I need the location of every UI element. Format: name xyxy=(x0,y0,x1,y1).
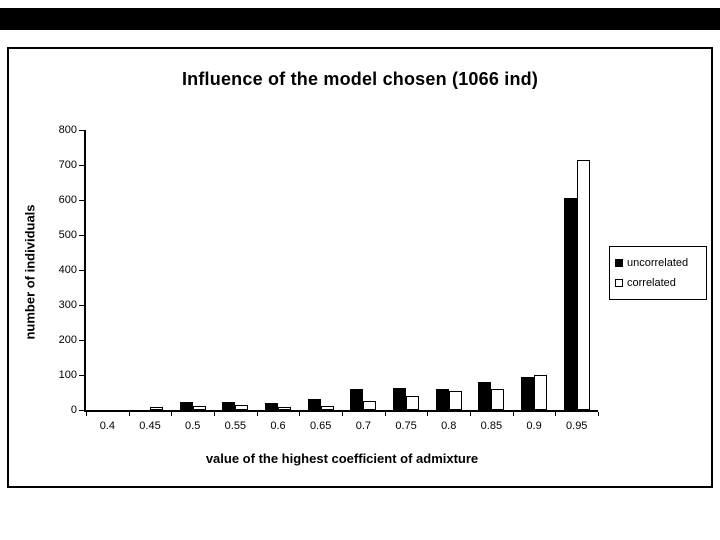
bar-correlated xyxy=(320,406,334,410)
x-tick-labels: 0.4 0.45 0.5 0.55 0.6 0.65 0.7 0.75 0.8 0.85 0.9 0.… xyxy=(86,420,598,432)
bar-uncorrelated xyxy=(393,388,407,410)
bar-uncorrelated xyxy=(179,402,193,410)
y-tick-mark xyxy=(79,304,84,306)
y-axis-title: number of individuals xyxy=(22,204,38,340)
y-tick-mark xyxy=(79,374,84,376)
x-tick-label: 0.7 xyxy=(355,420,372,432)
legend-item-uncorrelated: uncorrelated xyxy=(615,253,701,273)
x-axis-title: value of the highest coefficient of admi… xyxy=(205,451,479,466)
bar-correlated xyxy=(235,405,249,410)
plot-area xyxy=(84,130,598,412)
y-tick-label: 100 xyxy=(58,368,77,381)
bar-group xyxy=(86,130,129,410)
x-tick-mark xyxy=(385,412,386,416)
y-tick-label: 500 xyxy=(58,228,77,241)
legend-label-correlated: correlated xyxy=(627,277,676,289)
bar-group xyxy=(129,130,172,410)
bar-group xyxy=(342,130,385,410)
legend: uncorrelated correlated xyxy=(609,246,707,300)
bar-correlated xyxy=(576,160,590,410)
bar-correlated xyxy=(278,407,292,410)
y-tick-mark xyxy=(79,129,84,131)
x-tick-mark xyxy=(342,412,343,416)
y-tick-mark xyxy=(79,234,84,236)
y-tick-mark xyxy=(79,409,84,411)
bar-uncorrelated xyxy=(350,389,364,410)
bar-group xyxy=(171,130,214,410)
x-tick-mark xyxy=(214,412,215,416)
chart-frame: Influence of the model chosen (1066 ind)… xyxy=(7,47,713,488)
x-tick-label: 0.85 xyxy=(480,420,503,432)
y-tick-label: 400 xyxy=(58,263,77,276)
bar-group xyxy=(385,130,428,410)
y-tick-mark xyxy=(79,199,84,201)
x-tick-label: 0.4 xyxy=(99,420,115,432)
y-tick-mark xyxy=(79,339,84,341)
x-tick-mark xyxy=(513,412,514,416)
x-tick-label: 0.9 xyxy=(526,420,542,432)
bar-uncorrelated xyxy=(478,382,492,410)
legend-swatch-uncorrelated-icon xyxy=(615,259,623,267)
x-tick-label: 0.5 xyxy=(185,420,201,432)
chart-title: Influence of the model chosen (1066 ind) xyxy=(181,69,539,89)
bar-uncorrelated xyxy=(307,399,321,410)
bar-uncorrelated xyxy=(521,377,535,410)
bar-group xyxy=(555,130,598,410)
x-tick-label: 0.45 xyxy=(139,420,161,432)
x-tick-label: 0.6 xyxy=(270,420,286,432)
x-tick-label: 0.55 xyxy=(224,420,247,432)
x-tick-mark xyxy=(257,412,258,416)
x-tick-mark xyxy=(427,412,428,416)
x-tick-mark xyxy=(171,412,172,416)
bar-correlated xyxy=(534,375,548,410)
y-tick-label: 700 xyxy=(58,158,77,171)
bar-group xyxy=(299,130,342,410)
bar-group xyxy=(513,130,556,410)
x-tick-label: 0.8 xyxy=(441,420,457,432)
legend-label-uncorrelated: uncorrelated xyxy=(627,257,689,269)
y-tick-mark xyxy=(79,164,84,166)
y-tick-mark xyxy=(79,269,84,271)
y-tick-label: 300 xyxy=(58,298,77,311)
bars-row xyxy=(86,130,598,410)
x-tick-mark xyxy=(129,412,130,416)
legend-swatch-correlated-icon xyxy=(615,279,623,287)
bar-group xyxy=(427,130,470,410)
x-tick-mark xyxy=(299,412,300,416)
x-tick-mark xyxy=(598,412,599,416)
bar-group xyxy=(214,130,257,410)
bar-correlated xyxy=(491,389,505,410)
bar-correlated xyxy=(363,401,377,410)
bar-uncorrelated xyxy=(265,403,279,410)
bar-uncorrelated xyxy=(563,198,577,410)
bar-correlated xyxy=(406,396,420,410)
bar-group xyxy=(257,130,300,410)
legend-item-correlated: correlated xyxy=(615,273,701,293)
bar-correlated xyxy=(192,406,206,410)
x-tick-label: 0.95 xyxy=(566,420,588,432)
bar-uncorrelated xyxy=(222,402,236,410)
top-black-bar xyxy=(0,8,720,30)
y-tick-label: 200 xyxy=(58,333,77,346)
x-tick-label: 0.75 xyxy=(395,420,417,432)
bar-correlated xyxy=(448,391,462,410)
bar-uncorrelated xyxy=(435,389,449,410)
bar-group xyxy=(470,130,513,410)
x-tick-label: 0.65 xyxy=(309,420,332,432)
x-tick-mark xyxy=(86,412,87,416)
bar-correlated xyxy=(150,407,163,410)
y-tick-label: 600 xyxy=(58,193,77,206)
y-tick-label: 0 xyxy=(70,403,77,416)
y-tick-label: 800 xyxy=(58,123,77,136)
x-tick-mark xyxy=(470,412,471,416)
x-tick-mark xyxy=(555,412,556,416)
